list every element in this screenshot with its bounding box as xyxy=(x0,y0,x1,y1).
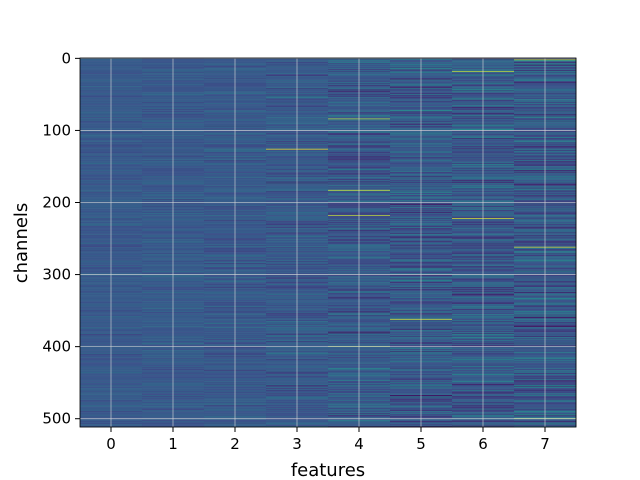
x-tick-label: 1 xyxy=(168,435,178,453)
x-tick-label: 2 xyxy=(230,435,240,453)
x-tick-label: 6 xyxy=(478,435,488,453)
x-axis-ticks: 0 1 2 3 4 5 6 7 xyxy=(106,427,550,453)
x-tick-label: 5 xyxy=(416,435,426,453)
y-tick-label: 500 xyxy=(42,410,71,428)
x-tick-label: 0 xyxy=(106,435,116,453)
grid-lines xyxy=(80,57,576,427)
y-axis-ticks: 0 100 200 300 400 500 xyxy=(42,49,80,428)
y-tick-label: 100 xyxy=(42,121,71,139)
y-tick-label: 400 xyxy=(42,338,71,356)
x-tick-label: 4 xyxy=(354,435,364,453)
y-axis-label: channels xyxy=(11,203,32,284)
y-tick-label: 300 xyxy=(42,266,71,284)
x-tick-label: 7 xyxy=(540,435,550,453)
x-tick-label: 3 xyxy=(292,435,302,453)
y-tick-label: 0 xyxy=(61,49,71,67)
y-tick-label: 200 xyxy=(42,194,71,212)
x-axis-label: features xyxy=(291,460,365,480)
plot-frame xyxy=(79,57,577,428)
plot-area xyxy=(80,58,577,428)
